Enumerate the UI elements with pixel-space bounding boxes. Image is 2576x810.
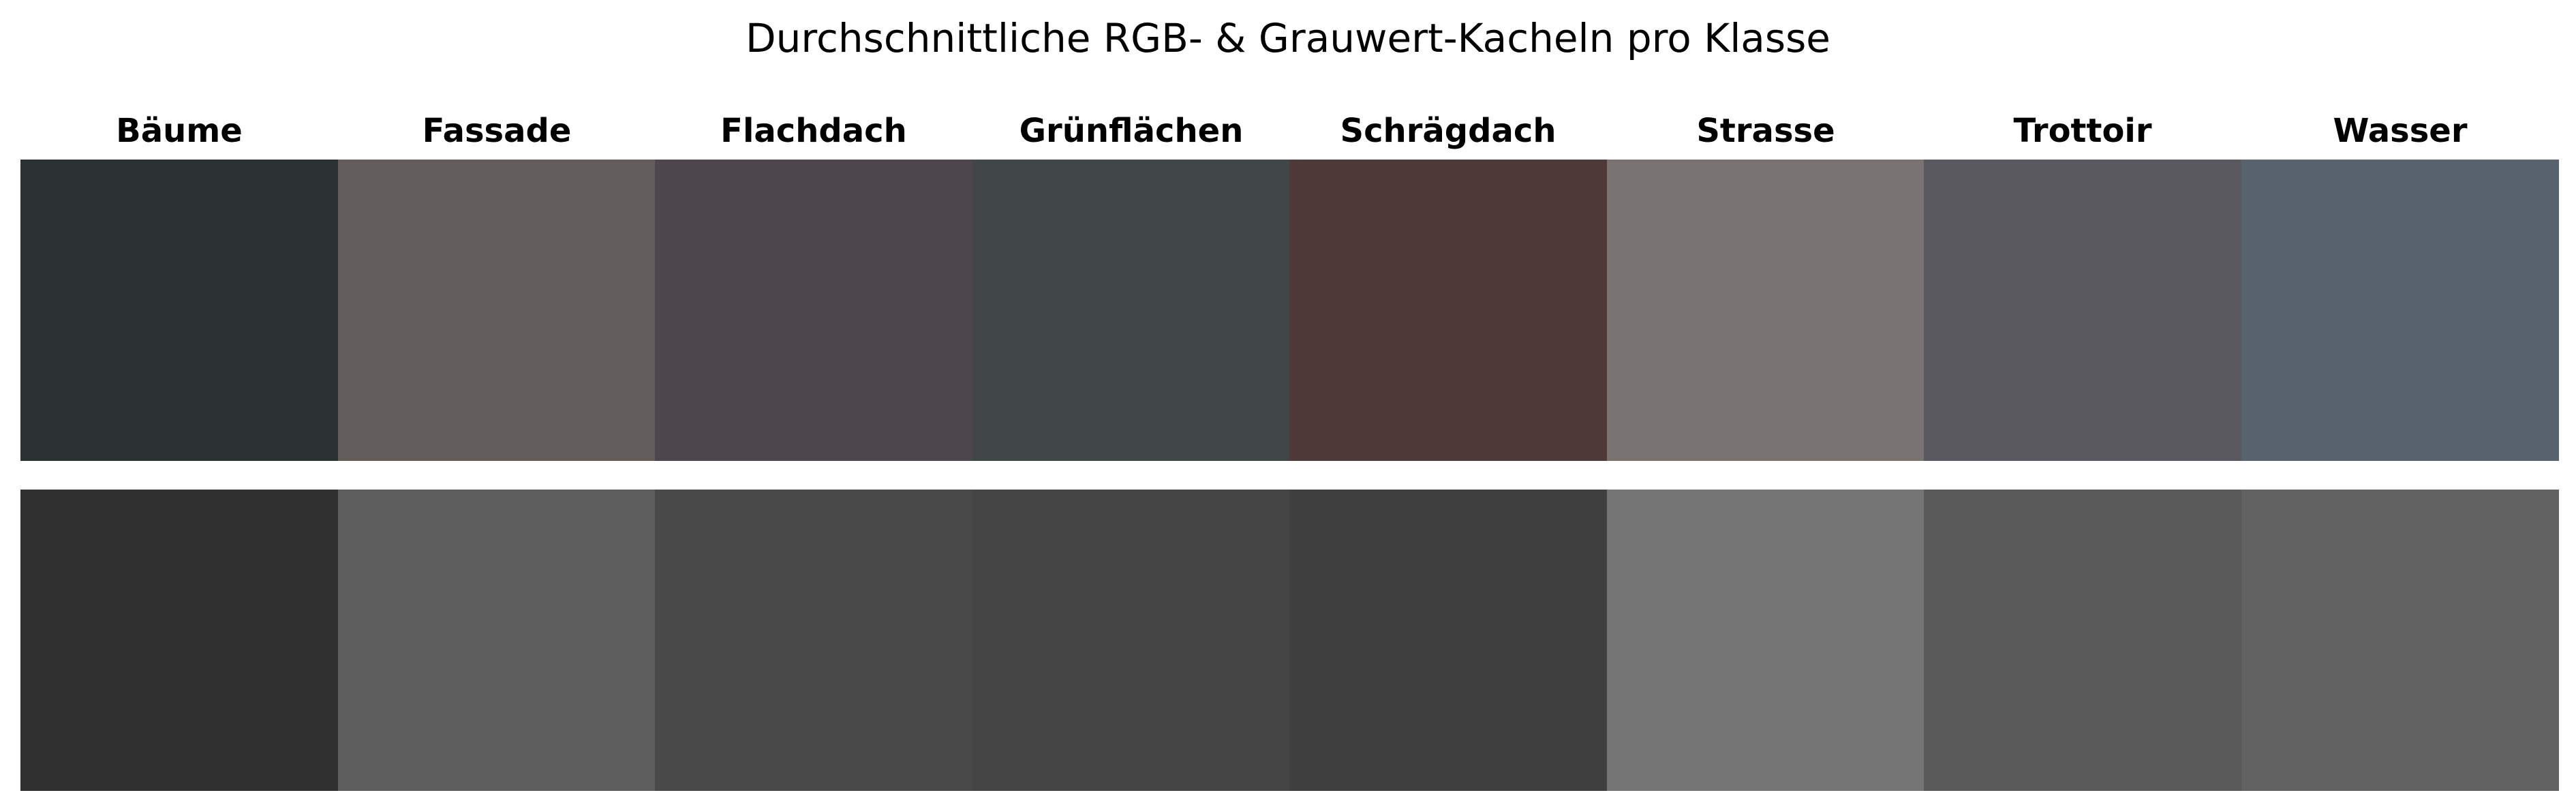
class-label: Strasse xyxy=(1696,112,1835,150)
rgb-tile xyxy=(1607,160,1925,461)
gray-tile xyxy=(1924,490,2241,791)
class-label: Bäume xyxy=(116,112,243,150)
class-label: Trottoir xyxy=(2013,112,2152,150)
class-label: Flachdach xyxy=(720,112,907,150)
gray-tile xyxy=(655,490,972,791)
gray-tile xyxy=(2241,490,2559,791)
rgb-tile xyxy=(338,160,656,461)
class-label: Fassade xyxy=(422,112,572,150)
gray-tile xyxy=(20,490,338,791)
gray-tile xyxy=(338,490,656,791)
rgb-tile xyxy=(972,160,1290,461)
gray-tile xyxy=(1289,490,1607,791)
chart-title: Durchschnittliche RGB- & Grauwert-Kachel… xyxy=(746,15,1830,61)
class-label: Schrägdach xyxy=(1340,112,1557,150)
rgb-tile xyxy=(1289,160,1607,461)
gray-tile xyxy=(1607,490,1925,791)
rgb-tile xyxy=(1924,160,2241,461)
rgb-tile xyxy=(655,160,972,461)
rgb-tile xyxy=(2241,160,2559,461)
class-label: Grünflächen xyxy=(1019,112,1244,150)
gray-tile xyxy=(972,490,1290,791)
rgb-tile xyxy=(20,160,338,461)
class-label: Wasser xyxy=(2333,112,2468,150)
